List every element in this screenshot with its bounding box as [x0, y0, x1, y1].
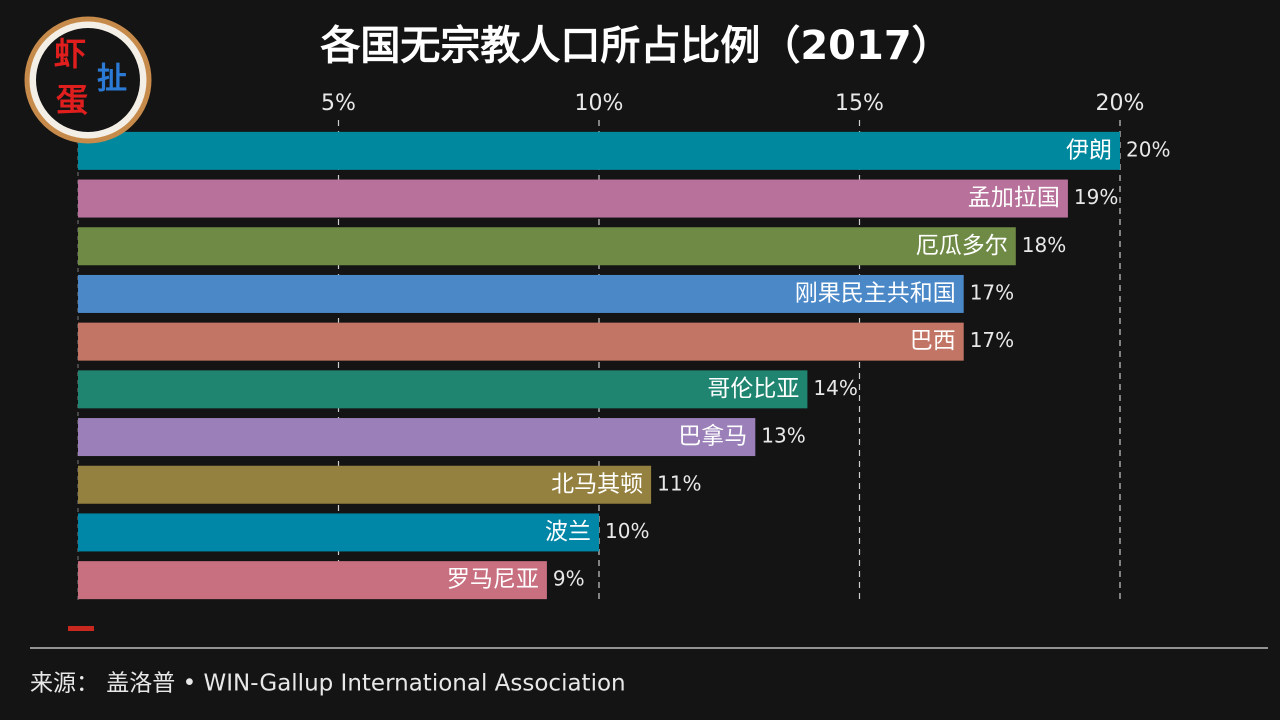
bar [78, 227, 1016, 266]
bar [78, 465, 652, 504]
value-label: 20% [1126, 137, 1170, 161]
chart-title: 各国无宗教人口所占比例（2017） [320, 23, 951, 69]
bar [78, 370, 808, 409]
x-tick-label: 15% [835, 91, 884, 116]
bar [78, 179, 1068, 218]
value-label: 13% [761, 424, 805, 448]
category-label: 波兰 [545, 519, 591, 545]
value-label: 14% [813, 376, 857, 400]
bar [78, 561, 547, 600]
x-tick-label: 20% [1096, 91, 1145, 116]
category-label: 北马其顿 [551, 471, 643, 497]
logo-char: 扯 [97, 62, 127, 97]
bar [78, 274, 964, 313]
bar [78, 418, 756, 457]
bar [78, 513, 599, 552]
bar [78, 131, 1120, 170]
logo-char: 虾 [54, 35, 86, 73]
category-label: 刚果民主共和国 [795, 280, 956, 306]
logo: 虾 扯 蛋 [24, 16, 152, 144]
x-tick-label: 5% [321, 91, 356, 116]
value-label: 17% [970, 328, 1014, 352]
bar [78, 322, 964, 361]
x-tick-label: 10% [575, 91, 624, 116]
category-label: 伊朗 [1066, 137, 1112, 163]
value-label: 11% [657, 471, 701, 495]
footer-mark [68, 626, 94, 631]
value-label: 18% [1022, 233, 1066, 257]
category-label: 罗马尼亚 [447, 567, 539, 593]
bars: 伊朗 20% 孟加拉国 19% 厄瓜多尔 18% 刚果民主共和国 17% 巴西 17% 哥伦比亚 14… [78, 131, 1170, 600]
logo-disc [36, 28, 140, 132]
value-label: 17% [970, 280, 1014, 304]
value-label: 19% [1074, 185, 1118, 209]
category-label: 巴拿马 [678, 423, 747, 450]
value-label: 10% [605, 519, 649, 543]
category-label: 巴西 [910, 328, 956, 354]
logo-char: 蛋 [56, 81, 88, 119]
value-label: 9% [553, 567, 585, 591]
category-label: 孟加拉国 [968, 185, 1060, 211]
category-label: 哥伦比亚 [707, 376, 799, 402]
category-label: 厄瓜多尔 [916, 233, 1008, 259]
source: 来源： 盖洛普 • WIN-Gallup International Assoc… [30, 671, 626, 697]
